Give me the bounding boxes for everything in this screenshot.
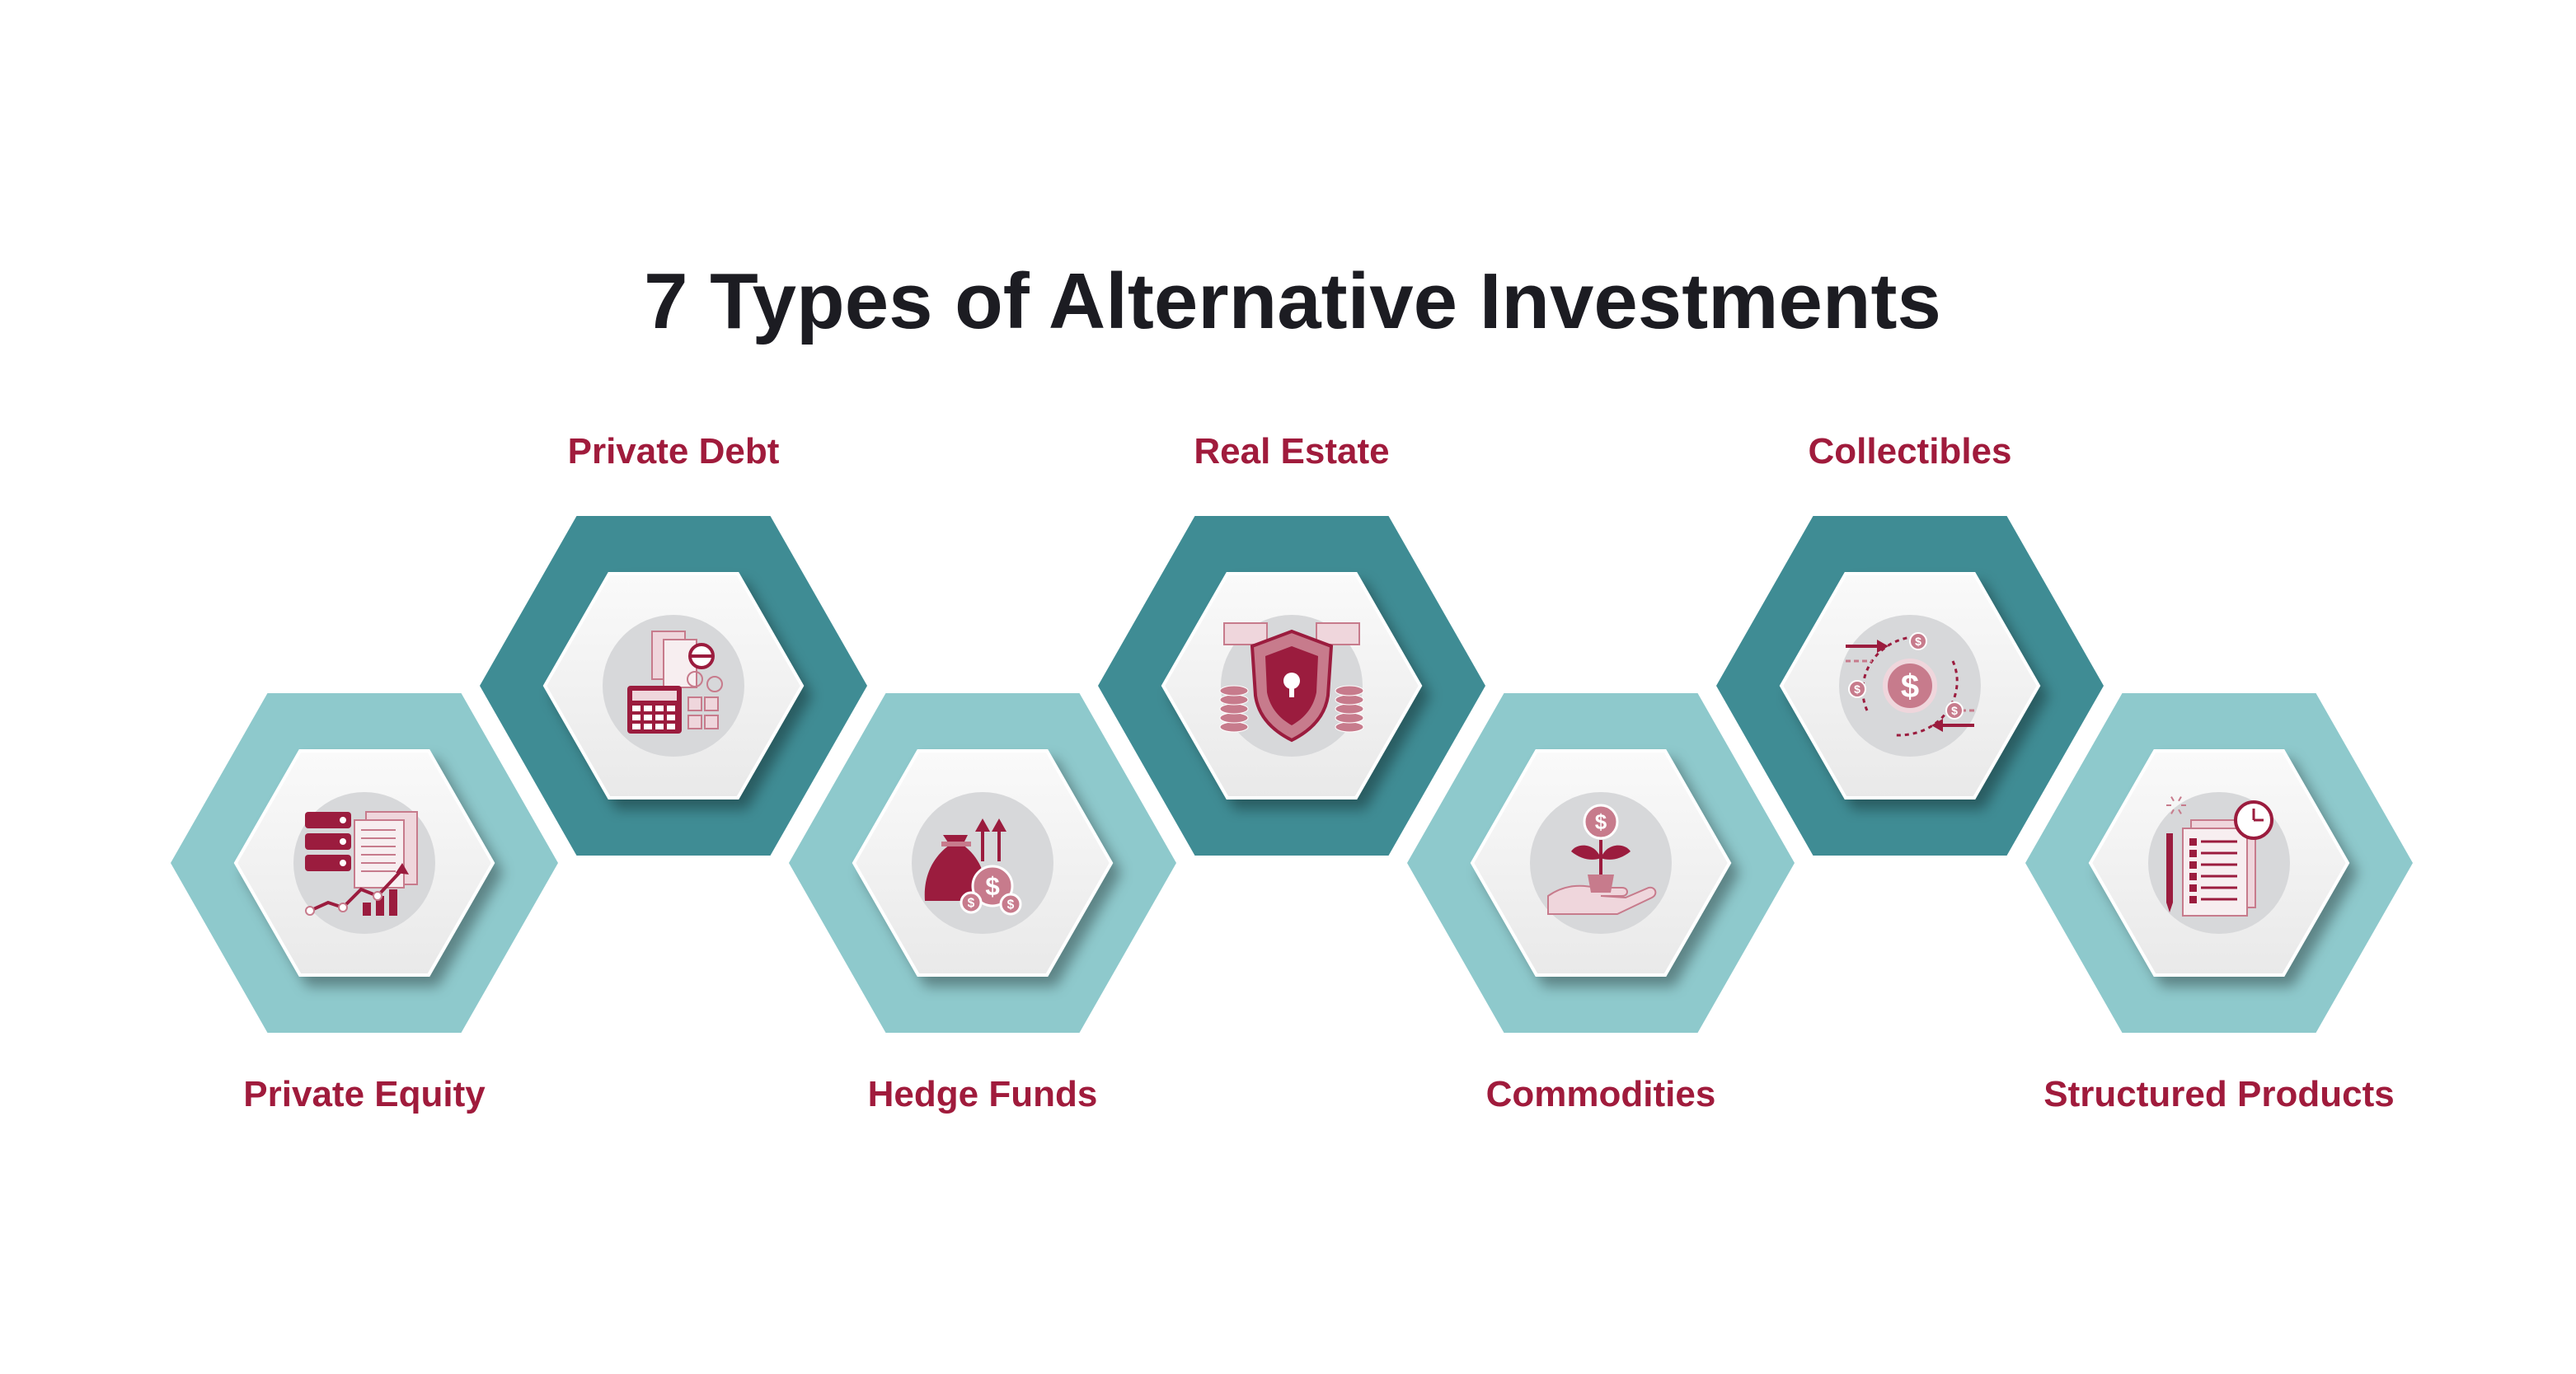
money-bag-icon: $ $ $ (924, 818, 1022, 916)
label-private-equity: Private Equity (243, 1074, 486, 1114)
portfolio-growth-icon (305, 811, 418, 916)
label-hedge-funds: Hedge Funds (868, 1074, 1098, 1114)
hex-item-real-estate (1098, 516, 1485, 856)
icon-backdrop (912, 792, 1053, 934)
hex-item-collectibles: $ $ $ $ (1716, 516, 2104, 856)
label-private-debt: Private Debt (568, 431, 780, 471)
hex-item-private-debt (480, 516, 867, 856)
calculator-bill-icon (627, 631, 723, 734)
svg-text:$: $ (1951, 704, 1958, 717)
hex-item-hedge-funds: $ $ $ (789, 693, 1176, 1033)
coin-exchange-icon: $ $ $ $ (1846, 632, 1974, 737)
label-commodities: Commodities (1486, 1074, 1716, 1114)
label-collectibles: Collectibles (1809, 431, 2012, 471)
svg-text:$: $ (1854, 682, 1860, 696)
svg-text:$: $ (1915, 635, 1921, 648)
hex-item-private-equity (171, 693, 558, 1033)
page-title: 7 Types of Alternative Investments (644, 257, 1941, 345)
svg-text:$: $ (1595, 809, 1607, 834)
label-structured-products: Structured Products (2043, 1074, 2394, 1114)
svg-text:$: $ (1901, 668, 1919, 705)
svg-text:$: $ (985, 872, 999, 901)
plant-coin-icon: $ (1547, 804, 1657, 915)
label-real-estate: Real Estate (1194, 431, 1389, 471)
hex-item-commodities: $ (1407, 693, 1795, 1033)
checklist-clock-icon (2166, 796, 2273, 917)
hexagon-chain: Private Equity $ $ $ Hedge Funds $ Commodities… (171, 431, 2413, 1114)
hex-item-structured-products (2025, 693, 2413, 1033)
shield-money-icon (1219, 622, 1364, 743)
svg-text:$: $ (968, 896, 975, 910)
svg-text:$: $ (1007, 898, 1015, 912)
